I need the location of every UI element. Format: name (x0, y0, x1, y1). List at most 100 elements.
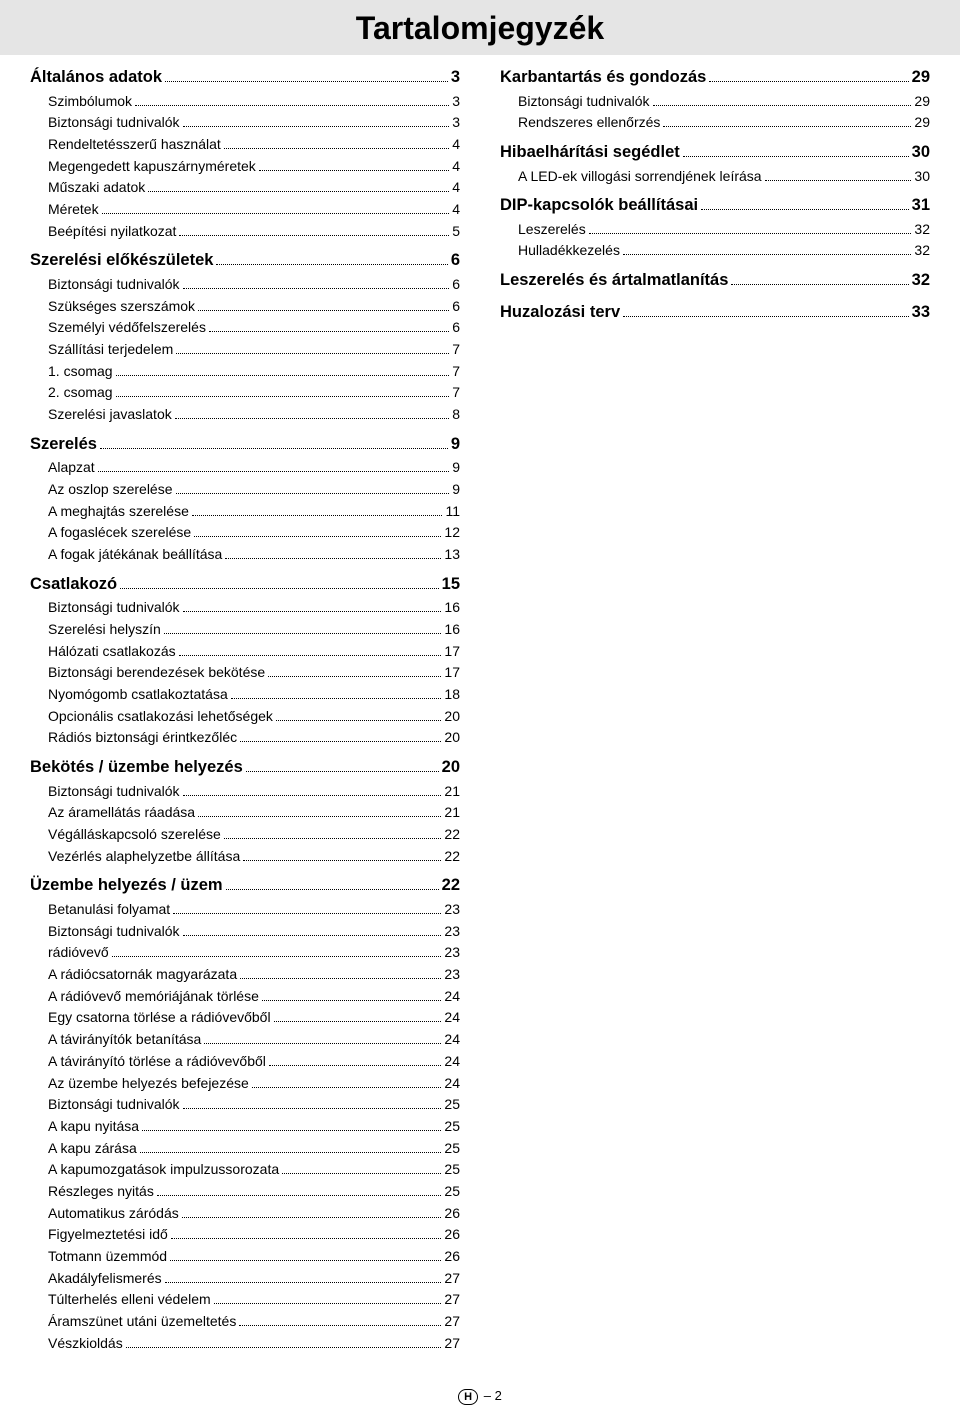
toc-page-number: 31 (912, 193, 930, 219)
toc-page-number: 29 (912, 65, 930, 91)
toc-entry: Rendeltetésszerű használat4 (30, 134, 460, 156)
toc-page-number: 21 (444, 781, 460, 803)
toc-entry: Biztonsági tudnivalók21 (30, 781, 460, 803)
toc-page-number: 8 (452, 404, 460, 426)
toc-label: Huzalozási terv (500, 300, 620, 326)
toc-leader-dots (240, 978, 441, 979)
toc-label: rádióvevő (48, 942, 109, 964)
toc-entry: A kapu zárása25 (30, 1138, 460, 1160)
toc-section: Üzembe helyezés / üzem22 (30, 873, 460, 899)
toc-page-number: 24 (444, 1029, 460, 1051)
toc-leader-dots (165, 1282, 442, 1283)
toc-leader-dots (274, 1021, 442, 1022)
toc-page-number: 4 (452, 177, 460, 199)
toc-section: Huzalozási terv33 (500, 300, 930, 326)
toc-page-number: 24 (444, 1007, 460, 1029)
toc-leader-dots (164, 633, 442, 634)
toc-leader-dots (173, 913, 441, 914)
toc-leader-dots (135, 105, 449, 106)
toc-leader-dots (182, 1217, 442, 1218)
toc-entry: Hulladékkezelés32 (500, 240, 930, 262)
toc-page-number: 25 (444, 1181, 460, 1203)
toc-entry: A távirányító törlése a rádióvevőből24 (30, 1051, 460, 1073)
toc-page-number: 6 (452, 317, 460, 339)
toc-label: A kapu zárása (48, 1138, 137, 1160)
toc-page-number: 6 (452, 296, 460, 318)
toc-entry: Figyelmeztetési idő26 (30, 1224, 460, 1246)
toc-page-number: 23 (444, 899, 460, 921)
toc-label: Szerelés (30, 432, 97, 458)
toc-page-number: 22 (444, 824, 460, 846)
toc-entry: Az áramellátás ráadása21 (30, 802, 460, 824)
toc-entry: Részleges nyitás 25 (30, 1181, 460, 1203)
toc-entry: Személyi védőfelszerelés6 (30, 317, 460, 339)
toc-entry: 1. csomag7 (30, 361, 460, 383)
toc-entry: Biztonsági tudnivalók3 (30, 112, 460, 134)
toc-entry: Hálózati csatlakozás 17 (30, 641, 460, 663)
toc-leader-dots (701, 209, 909, 210)
toc-leader-dots (276, 720, 442, 721)
toc-entry: Rádiós biztonsági érintkezőléc20 (30, 727, 460, 749)
toc-label: Rendszeres ellenőrzés (518, 112, 660, 134)
toc-leader-dots (252, 1087, 442, 1088)
toc-label: Karbantartás és gondozás (500, 65, 706, 91)
toc-leader-dots (179, 235, 449, 236)
toc-entry: Szállítási terjedelem7 (30, 339, 460, 361)
toc-entry: Biztonsági berendezések bekötése17 (30, 662, 460, 684)
toc-entry: A rádiócsatornák magyarázata 23 (30, 964, 460, 986)
toc-label: Hálózati csatlakozás (48, 641, 176, 663)
toc-entry: Opcionális csatlakozási lehetőségek20 (30, 706, 460, 728)
toc-entry: Akadályfelismerés27 (30, 1268, 460, 1290)
toc-page-number: 26 (444, 1224, 460, 1246)
toc-leader-dots (240, 741, 441, 742)
toc-entry: Beépítési nyilatkozat5 (30, 221, 460, 243)
toc-page-number: 23 (444, 942, 460, 964)
toc-section: DIP-kapcsolók beállításai31 (500, 193, 930, 219)
toc-label: Vészkioldás (48, 1333, 123, 1355)
toc-page-number: 3 (452, 91, 460, 113)
toc-page-number: 17 (444, 641, 460, 663)
toc-page-number: 6 (452, 274, 460, 296)
toc-label: Akadályfelismerés (48, 1268, 162, 1290)
toc-label: Részleges nyitás (48, 1181, 154, 1203)
toc-page-number: 16 (444, 597, 460, 619)
toc-leader-dots (198, 310, 449, 311)
toc-label: A LED-ek villogási sorrendjének leírása (518, 166, 762, 188)
toc-page-number: 4 (452, 199, 460, 221)
toc-entry: Szerelési helyszín16 (30, 619, 460, 641)
toc-page-number: 32 (914, 219, 930, 241)
toc-entry: Műszaki adatok4 (30, 177, 460, 199)
toc-page-number: 22 (442, 873, 460, 899)
toc-label: Hulladékkezelés (518, 240, 620, 262)
toc-entry: 2. csomag7 (30, 382, 460, 404)
toc-leader-dots (216, 264, 447, 265)
toc-page-number: 16 (444, 619, 460, 641)
toc-page-number: 23 (444, 964, 460, 986)
toc-label: Rendeltetésszerű használat (48, 134, 221, 156)
toc-entry: A kapumozgatások impulzussorozata25 (30, 1159, 460, 1181)
toc-page-number: 22 (444, 846, 460, 868)
toc-label: Végálláskapcsoló szerelése (48, 824, 221, 846)
toc-leader-dots (224, 838, 442, 839)
toc-leader-dots (259, 170, 449, 171)
toc-label: Biztonsági berendezések bekötése (48, 662, 265, 684)
toc-label: Az oszlop szerelése (48, 479, 173, 501)
toc-columns: Általános adatok3Szimbólumok3Biztonsági … (0, 55, 960, 1374)
header-band: Tartalomjegyzék (0, 0, 960, 55)
toc-leader-dots (98, 471, 450, 472)
toc-page-number: 6 (451, 248, 460, 274)
toc-label: 2. csomag (48, 382, 113, 404)
toc-leader-dots (116, 375, 450, 376)
toc-leader-dots (209, 331, 449, 332)
toc-label: Rádiós biztonsági érintkezőléc (48, 727, 237, 749)
toc-page-number: 27 (444, 1289, 460, 1311)
toc-leader-dots (623, 254, 911, 255)
toc-label: Leszerelés (518, 219, 586, 241)
toc-entry: Nyomógomb csatlakoztatása18 (30, 684, 460, 706)
toc-leader-dots (192, 515, 443, 516)
toc-label: Biztonsági tudnivalók (48, 1094, 180, 1116)
toc-leader-dots (116, 396, 450, 397)
toc-label: A rádiócsatornák magyarázata (48, 964, 237, 986)
toc-entry: Rendszeres ellenőrzés29 (500, 112, 930, 134)
toc-entry: Végálláskapcsoló szerelése 22 (30, 824, 460, 846)
